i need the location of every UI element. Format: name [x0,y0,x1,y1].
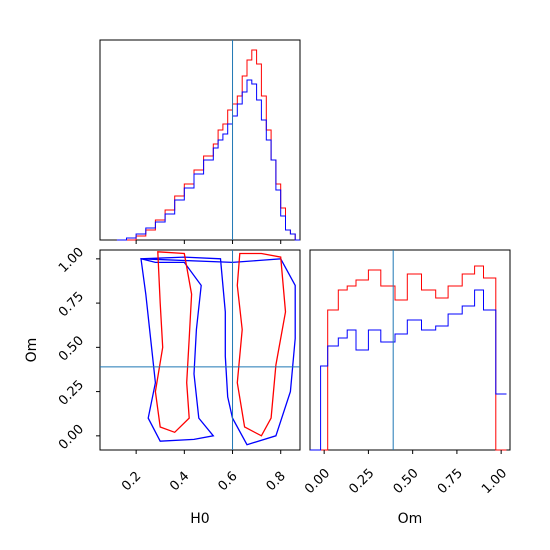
h0-hist-series-0 [116,49,300,241]
joint-xtick-label-1: 0.4 [167,469,192,494]
h0-histogram [116,40,300,241]
om-xtick-label-0: 0.00 [302,466,333,497]
om-histogram-frame [309,249,511,451]
contour-0-0 [140,256,296,446]
joint-xtick-label-0: 0.2 [119,469,144,494]
joint-contour-frame [99,249,301,451]
contour-1-0 [154,251,193,434]
contour-0-1 [140,257,215,442]
om-xtick-label-4: 1.00 [479,466,510,497]
joint-ytick-label-2: 0.50 [56,333,87,364]
om-xtick-label-2: 0.50 [391,466,422,497]
joint-xtick-label-2: 0.6 [215,469,240,494]
joint-contours [100,250,300,450]
om-histogram [310,250,507,451]
joint-ytick-label-4: 1.00 [56,245,87,276]
joint-ytick-label-3: 0.75 [56,289,87,320]
y-axis-label-om: Om [24,338,40,363]
joint-xtick-label-3: 0.8 [264,469,289,494]
om-xtick-label-3: 0.75 [435,466,466,497]
joint-ytick-label-1: 0.25 [56,378,87,409]
x-axis-label-h0: H0 [190,511,209,527]
om-hist-series-1 [310,289,507,451]
h0-hist-series-1 [116,79,300,241]
x-axis-label-om: Om [398,511,423,527]
joint-ytick-label-0: 0.00 [56,422,87,453]
om-hist-series-0 [310,265,507,451]
contour-1-1 [236,252,287,437]
h0-histogram-frame [99,39,301,241]
om-xtick-label-1: 0.25 [346,466,377,497]
